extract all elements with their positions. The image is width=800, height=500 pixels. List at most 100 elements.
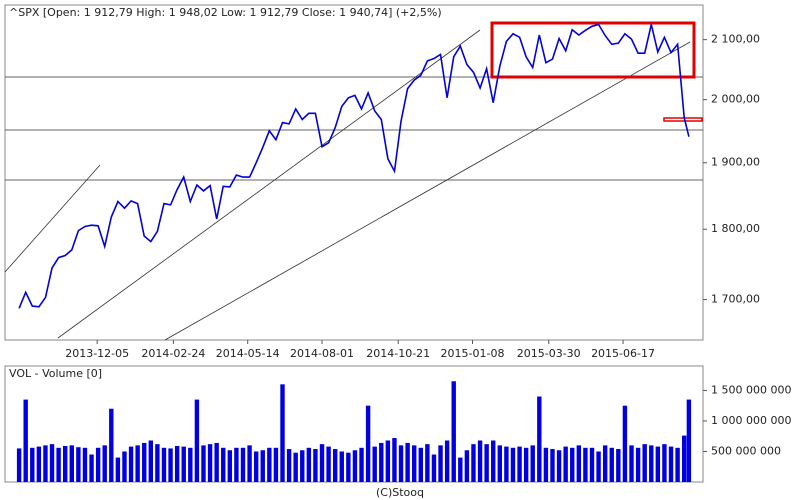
volume-bar	[128, 446, 134, 482]
volume-bar	[405, 442, 410, 482]
volume-title: VOL - Volume [0]	[9, 367, 102, 380]
volume-bar	[675, 447, 680, 482]
volume-bar	[431, 454, 437, 482]
volume-bar	[570, 447, 575, 482]
volume-bar	[69, 445, 74, 482]
volume-bar	[655, 446, 661, 482]
volume-bar	[589, 447, 595, 482]
volume-bar	[556, 450, 562, 482]
volume-bar	[451, 381, 456, 482]
volume-bar	[286, 449, 292, 482]
volume-bar	[63, 445, 68, 482]
volume-bar	[30, 447, 35, 482]
volume-bar	[319, 444, 325, 482]
volume-bar	[168, 448, 173, 482]
volume-bar	[418, 447, 423, 482]
price-frame	[4, 4, 704, 341]
y-tick-label: 1 700,00	[711, 293, 760, 306]
trend-line	[164, 41, 691, 341]
volume-bar	[550, 449, 555, 482]
trend-line	[4, 164, 101, 273]
volume-bar	[247, 445, 252, 482]
volume-bar	[346, 452, 351, 482]
y-tick-label: 1 500 000 000	[711, 383, 791, 396]
y-tick-label: 500 000 000	[711, 444, 781, 457]
trend-line	[57, 29, 481, 339]
volume-bar	[458, 457, 463, 482]
volume-bar	[221, 447, 226, 482]
volume-bar	[629, 445, 634, 482]
volume-bar	[207, 444, 213, 482]
chart-title: ^SPX [Open: 1 912,79 High: 1 948,02 Low:…	[9, 6, 442, 19]
x-tick-label: 2014-10-21	[366, 347, 430, 360]
volume-bar	[517, 446, 522, 482]
x-tick-label: 2014-05-14	[216, 347, 280, 360]
volume-bar	[267, 447, 272, 482]
volume-bar	[635, 447, 641, 482]
volume-bar	[438, 445, 443, 482]
volume-bar	[471, 444, 476, 482]
volume-bar	[365, 405, 371, 482]
price-line	[18, 23, 690, 309]
y-tick-label: 2 000,00	[711, 93, 760, 106]
volume-bar	[194, 399, 200, 482]
volume-bar	[484, 444, 489, 482]
volume-bar	[510, 447, 516, 482]
volume-bar	[596, 451, 601, 482]
volume-bar	[642, 444, 647, 482]
volume-bar	[253, 451, 259, 482]
volume-bar	[36, 446, 42, 482]
volume-bar	[686, 399, 692, 482]
volume-bar	[523, 447, 529, 482]
volume-bar	[155, 444, 160, 482]
volume-bar	[412, 445, 417, 482]
y-tick-label: 1 900,00	[711, 156, 760, 169]
volume-bar	[464, 450, 470, 482]
x-tick-label: 2015-06-17	[591, 347, 655, 360]
volume-bar	[161, 447, 167, 482]
volume-bar	[497, 445, 503, 482]
x-tick-label: 2014-02-24	[141, 347, 205, 360]
volume-bar	[273, 447, 279, 482]
x-tick-label: 2015-01-08	[441, 347, 505, 360]
volume-bar	[227, 450, 233, 482]
y-tick-label: 1 000 000 000	[711, 414, 791, 427]
volume-bar	[260, 450, 265, 482]
volume-bar	[622, 405, 628, 482]
volume-bar	[43, 445, 48, 482]
volume-bar	[115, 457, 121, 482]
volume-bar	[385, 440, 391, 482]
x-tick-label: 2013-12-05	[65, 347, 129, 360]
volume-bar	[135, 445, 140, 482]
volume-bar	[444, 440, 450, 482]
volume-bar	[332, 449, 338, 482]
volume-bar	[49, 444, 55, 482]
volume-bar	[181, 446, 186, 482]
volume-bar	[504, 446, 509, 482]
volume-bar	[293, 452, 298, 482]
volume-bar	[425, 444, 430, 482]
volume-bar	[668, 446, 674, 482]
volume-bar	[23, 399, 28, 482]
volume-bar	[398, 445, 404, 482]
volume-bar	[359, 447, 364, 482]
volume-bar	[616, 449, 621, 482]
volume-bar	[201, 445, 206, 482]
volume-bar	[280, 384, 285, 482]
volume-bar	[306, 447, 312, 482]
volume-bar	[148, 440, 154, 482]
volume-bar	[352, 450, 358, 482]
volume-bar	[240, 447, 246, 482]
volume-bar	[188, 447, 193, 482]
volume-bar	[326, 446, 331, 482]
volume-bar	[609, 447, 614, 482]
volume-bar	[109, 408, 114, 482]
volume-bar	[583, 447, 588, 482]
volume-bar	[649, 445, 654, 482]
volume-bar	[174, 445, 180, 482]
volume-bar	[372, 446, 377, 482]
volume-bar	[234, 447, 239, 482]
volume-bar	[16, 448, 22, 482]
volume-bar	[576, 445, 582, 482]
